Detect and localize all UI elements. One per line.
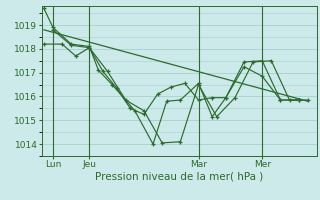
X-axis label: Pression niveau de la mer( hPa ): Pression niveau de la mer( hPa ) xyxy=(95,172,263,182)
